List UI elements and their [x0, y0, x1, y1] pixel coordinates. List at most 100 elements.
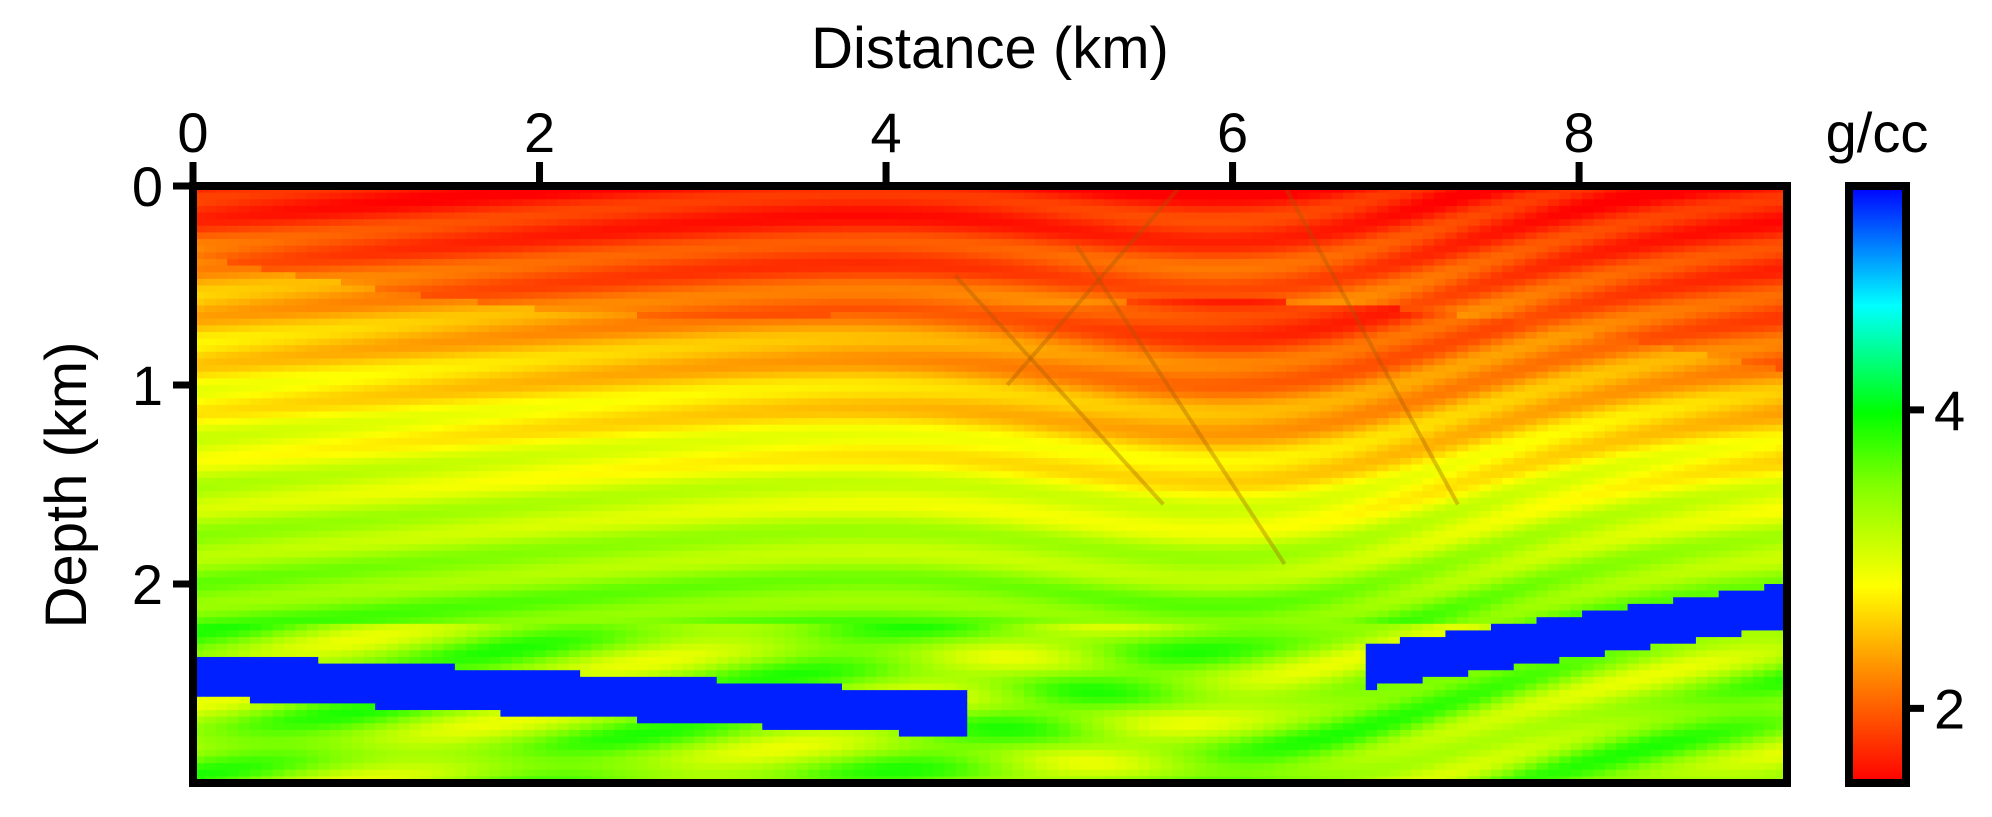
- density-cell: [1354, 411, 1367, 419]
- density-cell: [329, 278, 342, 287]
- density-cell: [1206, 398, 1219, 406]
- density-cell: [375, 225, 388, 234]
- density-cell: [1377, 252, 1390, 260]
- density-cell: [1388, 371, 1401, 379]
- density-cell: [1730, 365, 1743, 373]
- density-cell: [284, 258, 297, 267]
- density-cell: [454, 371, 467, 379]
- density-cell: [1172, 285, 1185, 293]
- density-cell: [1058, 245, 1071, 253]
- density-cell: [1775, 225, 1787, 234]
- density-cell: [1012, 305, 1025, 313]
- density-cell: [1604, 239, 1617, 247]
- density-cell: [306, 398, 319, 406]
- density-cell: [1707, 272, 1720, 280]
- density-cell: [534, 385, 547, 393]
- density-cell: [329, 292, 342, 300]
- density-cell: [1627, 232, 1640, 240]
- density-cell: [249, 258, 262, 267]
- density-cell: [1422, 245, 1435, 253]
- density-cell: [933, 378, 946, 386]
- density-cell: [466, 418, 479, 426]
- density-cell: [1730, 345, 1743, 353]
- density-cell: [1149, 331, 1162, 340]
- density-cell: [1775, 411, 1787, 419]
- density-cell: [648, 225, 661, 234]
- density-cell: [967, 239, 980, 247]
- density-cell: [329, 351, 342, 360]
- density-cell: [352, 205, 365, 214]
- density-cell: [705, 305, 718, 313]
- density-cell: [261, 272, 274, 280]
- density-cell: [1024, 305, 1037, 313]
- density-cell: [318, 292, 331, 300]
- density-cell: [1707, 365, 1720, 373]
- density-cell: [1388, 312, 1401, 320]
- density-cell: [272, 391, 285, 399]
- density-cell: [1456, 385, 1469, 393]
- density-cell: [659, 225, 672, 234]
- density-cell: [1445, 305, 1458, 313]
- density-cell: [1342, 225, 1355, 234]
- density-cell: [796, 252, 809, 260]
- density-cell: [1775, 345, 1787, 353]
- density-cell: [1547, 365, 1560, 373]
- density-cell: [1308, 404, 1321, 413]
- density-cell: [227, 258, 240, 267]
- density-cell: [1194, 239, 1207, 247]
- density-cell: [375, 318, 388, 326]
- density-cell: [1536, 265, 1549, 273]
- density-cell: [1730, 325, 1743, 333]
- density-cell: [614, 245, 627, 253]
- density-cell: [238, 278, 251, 287]
- density-cell: [955, 272, 968, 280]
- density-cell: [1673, 338, 1686, 346]
- density-cell: [637, 418, 650, 426]
- density-cell: [580, 338, 593, 346]
- density-cell: [1240, 325, 1253, 333]
- density-cell: [306, 245, 319, 253]
- density-cell: [773, 351, 786, 360]
- density-cell: [625, 212, 638, 220]
- density-cell: [1570, 411, 1583, 419]
- density-cell: [1240, 225, 1253, 234]
- density-cell: [1764, 239, 1777, 247]
- density-cell: [785, 312, 798, 320]
- density-cell: [1217, 331, 1230, 340]
- density-cell: [511, 232, 524, 240]
- density-cell: [1547, 212, 1560, 220]
- density-cell: [614, 365, 627, 373]
- density-cell: [830, 212, 843, 220]
- density-cell: [785, 371, 798, 379]
- density-cell: [1445, 285, 1458, 293]
- density-cell: [693, 351, 706, 360]
- density-cell: [1479, 385, 1492, 393]
- density-cell: [477, 378, 490, 386]
- density-cell: [1479, 298, 1492, 306]
- density-cell: [443, 351, 456, 360]
- density-cell: [1593, 338, 1606, 346]
- density-cell: [1650, 325, 1663, 333]
- density-cell: [557, 391, 570, 399]
- density-cell: [910, 318, 923, 326]
- density-cell: [454, 378, 467, 386]
- density-cell: [1468, 325, 1481, 333]
- density-cell: [386, 292, 399, 300]
- density-cell: [1377, 239, 1390, 247]
- density-cell: [1673, 345, 1686, 353]
- density-cell: [1377, 411, 1390, 419]
- density-cell: [841, 232, 854, 240]
- density-cell: [272, 285, 285, 293]
- density-cell: [454, 252, 467, 260]
- density-cell: [830, 312, 843, 320]
- density-cell: [762, 272, 775, 280]
- density-cell: [545, 232, 558, 240]
- density-cell: [1012, 258, 1025, 267]
- density-cell: [1092, 272, 1105, 280]
- density-cell: [1229, 285, 1242, 293]
- density-cell: [1035, 398, 1048, 406]
- density-cell: [489, 212, 502, 220]
- density-cell: [967, 212, 980, 220]
- density-cell: [215, 225, 228, 234]
- density-image: [193, 186, 1787, 783]
